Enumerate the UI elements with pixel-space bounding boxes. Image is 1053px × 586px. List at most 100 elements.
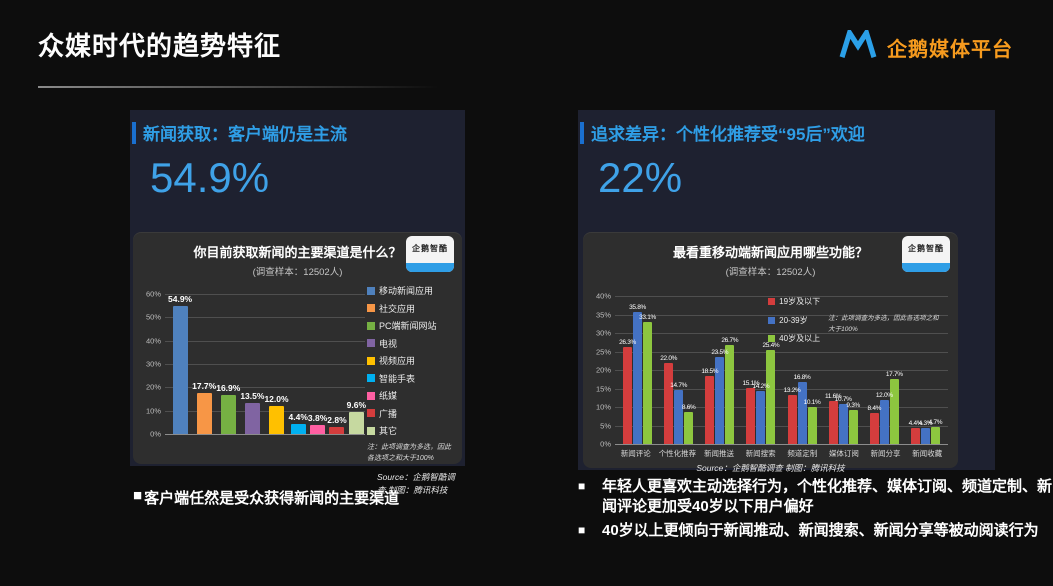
left-bar-plot: 60% 50% 40% 30% 20% 10% 0% 54.9% 17.7% 16.9% 13.5%… (146, 290, 366, 439)
bar-value-label: 54.9% (168, 294, 193, 304)
bar-column: 35.8% (629, 296, 646, 444)
left-chart-body: 60% 50% 40% 30% 20% 10% 0% 54.9% 17.7% 16.9% 13.5%… (133, 278, 462, 497)
bar (756, 391, 766, 444)
right-stat-value: 22% (598, 154, 683, 201)
logo-blue-strip (406, 263, 454, 272)
y-axis-tick: 5% (600, 421, 611, 430)
category-label: 新闻评论 (620, 449, 651, 458)
bar-column: 14.2% (752, 296, 770, 444)
bar (643, 321, 653, 444)
bar (310, 425, 326, 434)
bar (705, 375, 715, 444)
bar-value-label: 4.7% (928, 418, 943, 426)
bar-value-label: 33.1% (639, 313, 657, 321)
legend-label: 20-39岁 (779, 315, 808, 325)
left-chart-card: 你目前获取新闻的主要渠道是什么？ (调查样本：12502人) 企鹅智酷 60% 5… (133, 232, 462, 495)
right-chart-subtitle: (调查样本：12502人) (725, 267, 816, 278)
bar-column: 15.1% (742, 296, 760, 444)
bar-value-label: 12.0% (875, 391, 893, 399)
y-axis-tick: 25% (595, 347, 611, 356)
legend-label: 电视 (379, 338, 398, 349)
left-panel-title: 新闻获取：客户端仍是主流 (143, 125, 347, 144)
legend-label: 智能手表 (379, 373, 416, 384)
bar-value-label: 2.8% (327, 415, 347, 426)
gridline (165, 364, 365, 365)
legend-label: 纸媒 (379, 391, 398, 401)
right-chart-legend: 19岁及以下 20-39岁 40岁及以上 (768, 296, 820, 344)
bar-column: 17.7% (192, 294, 216, 434)
bar (623, 346, 633, 444)
y-axis-tick: 40% (595, 291, 611, 301)
left-chart-side: 移动新闻应用 社交应用 PC端新闻网站 电视 视频应用 智能手表 纸媒 广播 其它 注：此项调查… (365, 278, 461, 497)
bar-column: 2.8% (327, 294, 347, 434)
bar-value-label: 12.0% (264, 394, 289, 404)
bar-value-label: 9.3% (846, 401, 860, 409)
bar-column: 25.4% (762, 296, 780, 444)
bar-column: 26.7% (721, 296, 739, 444)
bar-column: 12.0% (876, 296, 893, 444)
legend-label: 40岁及以上 (779, 334, 821, 343)
y-axis-tick: 20% (145, 382, 161, 392)
legend-swatch (367, 409, 375, 417)
right-chart-title: 最看重移动端新闻应用哪些功能？ (672, 245, 868, 260)
gridline (165, 387, 365, 389)
legend-item: 其它 (367, 424, 457, 437)
bar-value-label: 4.4% (288, 411, 308, 422)
bar-value-label: 8.4% (867, 404, 882, 412)
bar-value-label: 16.9% (216, 382, 241, 393)
left-chart-subtitle: (调查样本：12502人) (252, 267, 343, 278)
brand-name: 企鹅媒体平台 (887, 39, 1013, 61)
bar (172, 306, 188, 434)
gridline (165, 340, 365, 342)
left-chart-title: 你目前获取新闻的主要渠道是什么？ (193, 245, 402, 260)
bar-value-label: 17.7% (192, 380, 217, 391)
bar (797, 381, 807, 444)
bar (807, 406, 817, 444)
bar-group: 18.5% 23.5% 26.7% (701, 296, 739, 444)
legend-swatch (768, 316, 776, 324)
bar-column: 8.6% (681, 296, 696, 444)
legend-item: 智能手表 (367, 372, 457, 385)
bar (196, 392, 212, 434)
legend-item: 纸媒 (367, 389, 457, 402)
bar-column: 22.0% (660, 296, 677, 444)
category-label: 新闻推送 (704, 449, 735, 458)
right-panel-title: 追求差异：个性化推荐受“95后”欢迎 (591, 125, 865, 144)
bar (746, 388, 756, 444)
bar-value-label: 8.6% (681, 404, 696, 412)
bar-column: 18.5% (701, 296, 719, 444)
brand-logo: 企鹅媒体平台 (839, 26, 1013, 65)
header-accent-bar (132, 121, 136, 144)
y-axis-tick: 30% (145, 359, 161, 369)
title-divider (38, 86, 438, 88)
bar (329, 427, 345, 434)
bar (766, 350, 776, 444)
right-takeaway-2: ■ 40岁以上更倾向于新闻推动、新闻搜索、新闻分享等被动阅读行为 (578, 521, 1053, 541)
bar-group: 15.1% 14.2% 25.4% (742, 296, 780, 444)
bar-column: 11.6% (825, 296, 842, 444)
bar-group: 4.4% 4.3% 4.7% (909, 296, 943, 444)
category-label: 新闻收藏 (912, 449, 943, 458)
right-takeaway-1-text: 年轻人更喜欢主动选择行为，个性化推荐、媒体订阅、频道定制、新闻评论更加受40岁以… (602, 478, 1053, 516)
bar (930, 426, 940, 444)
bar-column: 17.7% (886, 296, 903, 444)
qieqi-zhiku-logo-text: 企鹅智酷 (412, 244, 448, 253)
left-panel: 新闻获取：客户端仍是主流 54.9% 你目前获取新闻的主要渠道是什么？ (调查样… (130, 110, 465, 495)
bar (725, 345, 735, 444)
legend-item: 电视 (367, 337, 457, 350)
bar-value-label: 4.3% (918, 420, 933, 428)
bar (879, 399, 889, 444)
gridline (615, 314, 948, 316)
y-axis-tick: 30% (595, 328, 611, 338)
legend-swatch (367, 321, 375, 330)
legend-label: 19岁及以下 (779, 297, 821, 306)
legend-swatch (367, 374, 375, 382)
bar (920, 428, 930, 444)
bar-column: 16.9% (216, 294, 240, 434)
left-chart-head: 你目前获取新闻的主要渠道是什么？ (调查样本：12502人) 企鹅智酷 (133, 232, 462, 278)
legend-swatch (768, 335, 776, 342)
legend-swatch (768, 298, 776, 305)
gridline (165, 317, 365, 319)
legend-swatch (367, 286, 375, 295)
right-grouped-bar-plot: 26.3% 35.8% 33.1% 22.0% 14.7% 8.6% 18.5% 23.5% 2… (596, 292, 948, 449)
